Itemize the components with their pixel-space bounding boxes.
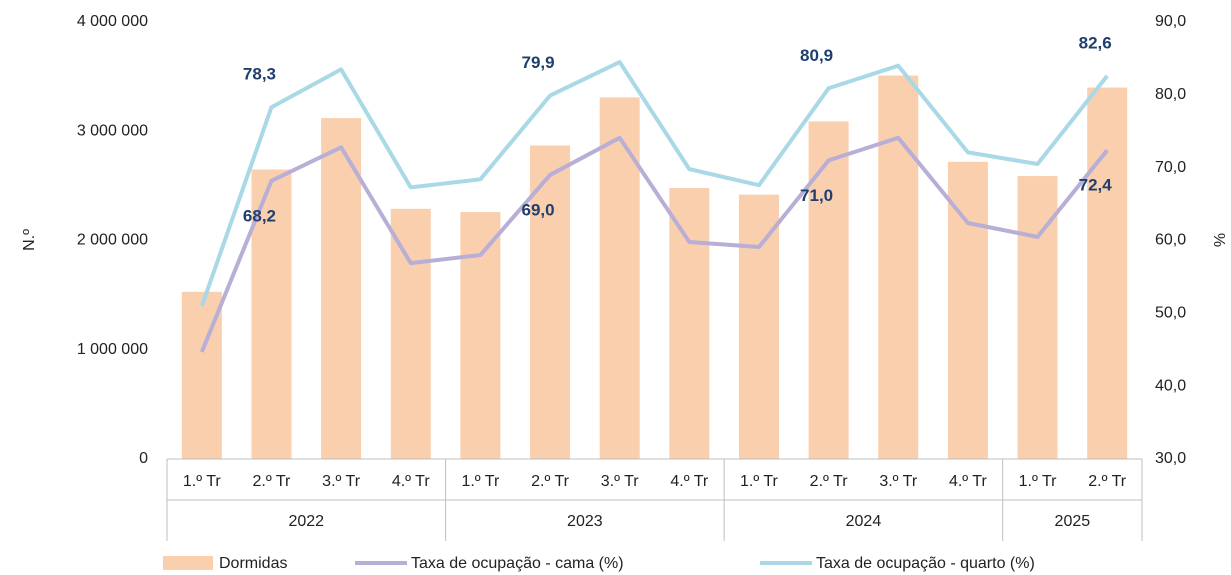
x-tick-label: 4.º Tr: [670, 473, 709, 490]
line: [199, 60, 1109, 307]
bar: [808, 121, 849, 459]
data-label: 82,6: [1079, 33, 1112, 52]
x-tick-label: 2.º Tr: [531, 473, 570, 490]
x-tick-label: 2.º Tr: [253, 473, 292, 490]
bar: [390, 208, 431, 459]
x-tick-label: 3.º Tr: [879, 473, 918, 490]
bar: [460, 212, 501, 459]
data-label: 72,4: [1079, 176, 1113, 195]
x-tick-label: 4.º Tr: [392, 473, 431, 490]
legend-label: Taxa de ocupação - cama (%): [411, 555, 624, 572]
y2-tick-label: 90,0: [1155, 13, 1186, 30]
data-label: 80,9: [800, 46, 833, 65]
y-tick-label: 2 000 000: [77, 232, 148, 249]
x-tick-label: 3.º Tr: [322, 473, 361, 490]
x-tick-label: 2.º Tr: [810, 473, 849, 490]
bar: [1087, 87, 1128, 460]
bar: [321, 118, 362, 459]
x-tick-label: 1.º Tr: [1019, 473, 1058, 490]
bar: [669, 188, 710, 459]
group-label: 2024: [846, 513, 882, 530]
y2-tick-label: 30,0: [1155, 450, 1186, 467]
legend-swatch: [163, 556, 213, 570]
x-tick-label: 1.º Tr: [461, 473, 500, 490]
bar: [738, 194, 779, 460]
data-label: 79,9: [521, 53, 554, 72]
y2-tick-label: 70,0: [1155, 159, 1186, 176]
x-tick-label: 3.º Tr: [601, 473, 640, 490]
data-label: 78,3: [243, 65, 276, 84]
bar: [530, 145, 571, 459]
y2-axis-title: %: [1210, 233, 1227, 247]
y-tick-label: 3 000 000: [77, 122, 148, 139]
bar: [599, 97, 640, 459]
y2-tick-label: 50,0: [1155, 305, 1186, 322]
x-tick-label: 1.º Tr: [740, 473, 779, 490]
x-tick-label: 4.º Tr: [949, 473, 988, 490]
group-label: 2025: [1055, 513, 1091, 530]
bar: [947, 161, 988, 459]
legend-label: Taxa de ocupação - quarto (%): [816, 555, 1035, 572]
bar: [878, 75, 919, 459]
legend-label: Dormidas: [219, 555, 287, 572]
y-tick-label: 1 000 000: [77, 341, 148, 358]
y2-tick-label: 40,0: [1155, 377, 1186, 394]
y2-tick-label: 60,0: [1155, 232, 1186, 249]
y2-tick-label: 80,0: [1155, 86, 1186, 103]
line: [199, 135, 1109, 353]
y-tick-label: 4 000 000: [77, 13, 148, 30]
data-label: 68,2: [243, 206, 276, 225]
x-tick-label: 2.º Tr: [1088, 473, 1127, 490]
y-axis-title: N.º: [21, 229, 38, 251]
group-label: 2022: [288, 513, 324, 530]
group-label: 2023: [567, 513, 603, 530]
y-tick-label: 0: [139, 450, 148, 467]
data-label: 71,0: [800, 186, 833, 205]
data-label: 69,0: [521, 200, 554, 219]
x-tick-label: 1.º Tr: [183, 473, 222, 490]
